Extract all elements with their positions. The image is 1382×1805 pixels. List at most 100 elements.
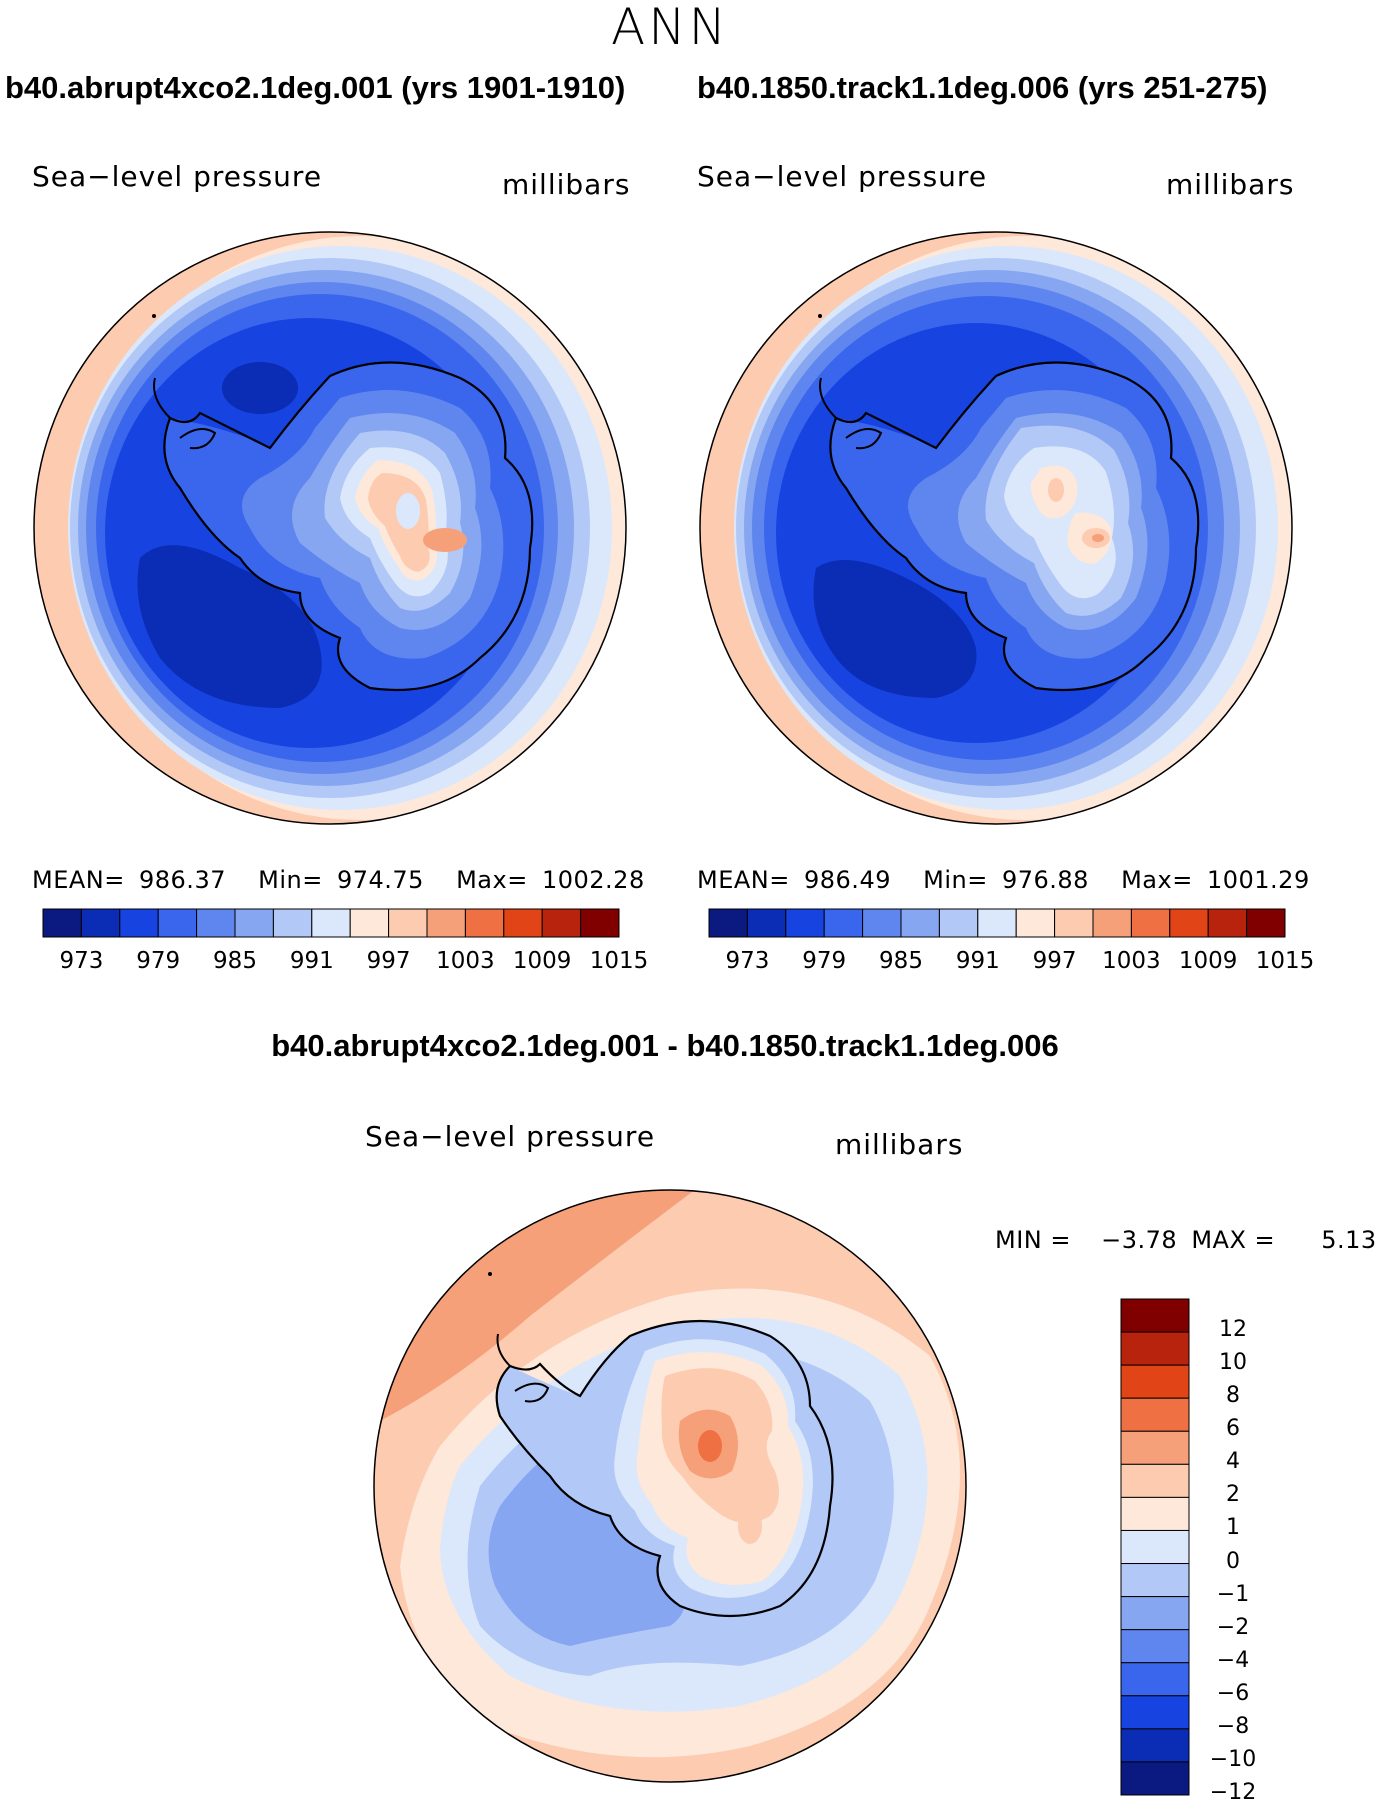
- colorbar-tick-label: 8: [1226, 1383, 1240, 1409]
- diff-variable-label: Sea−level pressure: [365, 1120, 656, 1153]
- min-label: Min=: [923, 866, 988, 894]
- colorbar-swatch: [1120, 1629, 1190, 1664]
- colorbar-swatch: [388, 908, 428, 938]
- colorbar-tick-label: −12: [1209, 1780, 1257, 1805]
- max-value: 1002.28: [541, 866, 645, 894]
- colorbar-tick-label: 997: [366, 948, 411, 974]
- colorbar-tick-label: −10: [1209, 1746, 1257, 1772]
- colorbar-swatch: [1120, 1430, 1190, 1465]
- colorbar-swatch: [272, 908, 313, 938]
- mean-label: MEAN=: [697, 866, 790, 894]
- colorbar-tick-label: 0: [1226, 1548, 1240, 1574]
- colorbar-swatch: [1120, 1496, 1190, 1531]
- panel-title-control: b40.1850.track1.1deg.006 (yrs 251-275): [697, 70, 1268, 105]
- units-label-case: millibars: [502, 168, 631, 201]
- colorbar-tick-label: 985: [213, 948, 257, 974]
- colorbar-swatch: [1120, 1298, 1190, 1333]
- colorbar-tick-label: 12: [1219, 1317, 1247, 1343]
- colorbar-tick-label: 979: [802, 948, 847, 974]
- map-case: [33, 231, 627, 825]
- colorbar-swatch: [977, 908, 1017, 938]
- colorbar-swatch: [1130, 908, 1171, 938]
- diff-title: b40.abrupt4xco2.1deg.001 - b40.1850.trac…: [271, 1028, 1059, 1063]
- mean-label: MEAN=: [32, 866, 125, 894]
- mean-value: 986.49: [804, 866, 891, 894]
- colorbar-swatch: [311, 908, 351, 938]
- colorbar-tick-label: 1009: [512, 948, 572, 974]
- map-control: [699, 231, 1293, 825]
- colorbar-tick-label: 1003: [436, 948, 495, 974]
- page-title: ANN: [610, 0, 729, 56]
- colorbar-tick-label: 1015: [589, 948, 649, 974]
- stats-case: MEAN= 986.37 Min= 974.75 Max= 1002.28: [32, 866, 645, 894]
- colorbar-swatch: [80, 908, 121, 938]
- colorbar-swatch: [42, 908, 82, 938]
- colorbar-swatch: [541, 908, 582, 938]
- diff-min-label: MIN =: [995, 1226, 1071, 1254]
- colorbar-tick-label: 2: [1226, 1482, 1240, 1508]
- colorbar-swatch: [157, 908, 198, 938]
- diff-min-value: −3.78: [1101, 1226, 1178, 1254]
- colorbar-swatch: [1120, 1364, 1190, 1399]
- colorbar-swatch: [349, 908, 390, 938]
- map-difference: [373, 1189, 967, 1783]
- colorbar-tick-label: 6: [1226, 1416, 1240, 1442]
- colorbar-case: [42, 908, 620, 938]
- colorbar-swatch: [1120, 1662, 1190, 1697]
- colorbar-tick-label: −1: [1216, 1581, 1250, 1607]
- colorbar-tick-label: 1: [1226, 1515, 1240, 1541]
- colorbar-swatch: [426, 908, 466, 938]
- colorbar-tick-label: 973: [725, 948, 770, 974]
- colorbar-swatch: [785, 908, 825, 938]
- colorbar-swatch: [1169, 908, 1209, 938]
- colorbar-tick-label: 991: [955, 948, 1000, 974]
- colorbar-swatch: [1120, 1331, 1190, 1366]
- colorbar-swatch: [1120, 1397, 1190, 1432]
- colorbar-swatch: [1207, 908, 1248, 938]
- colorbar-swatch: [234, 908, 274, 938]
- min-value: 974.75: [336, 866, 424, 894]
- colorbar-swatch: [1120, 1596, 1190, 1631]
- colorbar-swatch: [1120, 1728, 1190, 1763]
- diff-stats: MIN = −3.78 MAX = 5.13: [995, 1226, 1377, 1254]
- colorbar-swatch: [900, 908, 940, 938]
- stats-control: MEAN= 986.49 Min= 976.88 Max= 1001.29: [697, 866, 1310, 894]
- colorbar-tick-label: 1015: [1255, 948, 1315, 974]
- colorbar-swatch: [503, 908, 543, 938]
- colorbar-tick-label: −6: [1216, 1680, 1250, 1706]
- mean-value: 986.37: [139, 866, 226, 894]
- colorbar-swatch: [708, 908, 748, 938]
- max-label: Max=: [1121, 866, 1193, 894]
- colorbar-swatch: [1015, 908, 1056, 938]
- colorbar-swatch: [464, 908, 505, 938]
- max-label: Max=: [456, 866, 528, 894]
- colorbar-tick-label: −2: [1216, 1614, 1250, 1640]
- colorbar-tick-label: −8: [1216, 1713, 1250, 1739]
- colorbar-swatch: [119, 908, 159, 938]
- colorbar-tick-label: 10: [1219, 1350, 1247, 1376]
- panel-title-case: b40.abrupt4xco2.1deg.001 (yrs 1901-1910): [5, 70, 626, 105]
- colorbar-tick-label: −4: [1216, 1647, 1250, 1673]
- colorbar-swatch: [862, 908, 902, 938]
- colorbar-swatch: [1120, 1761, 1190, 1796]
- colorbar-swatch: [746, 908, 787, 938]
- max-value: 1001.29: [1206, 866, 1310, 894]
- colorbar-swatch: [938, 908, 979, 938]
- colorbar-tick-label: 1003: [1102, 948, 1161, 974]
- colorbar-swatch: [1054, 908, 1094, 938]
- diff-max-value: 5.13: [1321, 1226, 1377, 1254]
- diff-max-label: MAX =: [1191, 1226, 1276, 1254]
- colorbar-tick-label: 985: [879, 948, 923, 974]
- colorbar-tick-label: 1009: [1178, 948, 1238, 974]
- min-value: 976.88: [1001, 866, 1089, 894]
- units-label-control: millibars: [1166, 168, 1295, 201]
- colorbar-tick-label: 4: [1226, 1449, 1240, 1475]
- colorbar-tick-label: 997: [1032, 948, 1077, 974]
- colorbar-tick-label: 991: [289, 948, 334, 974]
- colorbar-swatch: [1120, 1695, 1190, 1730]
- colorbar-swatch: [823, 908, 864, 938]
- colorbar-swatch: [1120, 1463, 1190, 1498]
- colorbar-tick-label: 979: [136, 948, 181, 974]
- colorbar-control: [708, 908, 1286, 938]
- colorbar-tick-label: 973: [59, 948, 104, 974]
